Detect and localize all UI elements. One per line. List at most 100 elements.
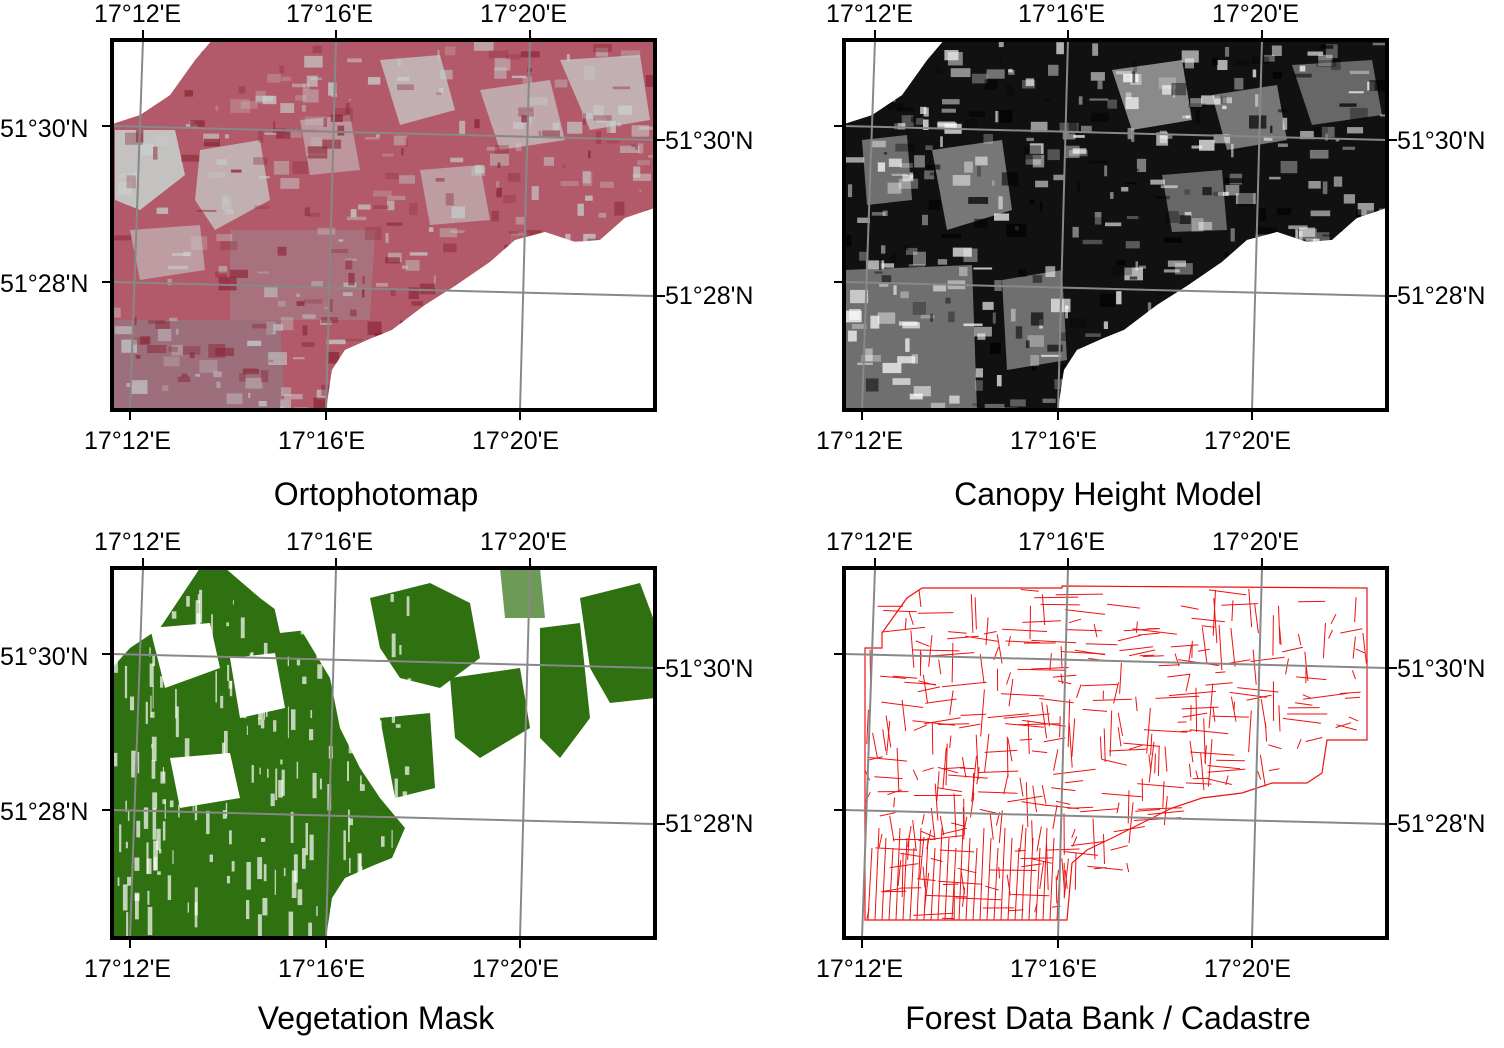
texture-speck bbox=[220, 696, 223, 708]
parcel-boundary bbox=[1221, 604, 1258, 606]
parcel-boundary bbox=[1080, 809, 1117, 812]
texture-speck bbox=[885, 51, 896, 59]
texture-speck bbox=[275, 769, 277, 801]
texture-speck bbox=[879, 258, 882, 270]
texture-speck bbox=[359, 855, 361, 874]
parcel-boundary bbox=[1183, 713, 1208, 717]
lon-label-top-2: 17°16'E bbox=[286, 0, 373, 28]
texture-speck bbox=[1184, 190, 1190, 195]
parcel-boundary bbox=[910, 848, 914, 920]
texture-speck bbox=[476, 317, 490, 323]
lon-label-bottom-1: 17°12'E bbox=[84, 955, 171, 983]
texture-speck bbox=[1224, 178, 1243, 183]
texture-speck bbox=[1377, 379, 1392, 383]
texture-speck bbox=[1332, 371, 1347, 373]
parcel-boundary bbox=[1303, 693, 1347, 699]
texture-speck bbox=[172, 253, 189, 256]
texture-speck bbox=[496, 395, 498, 408]
texture-speck bbox=[131, 616, 136, 634]
texture-speck bbox=[182, 374, 188, 377]
texture-speck bbox=[396, 724, 401, 728]
texture-speck bbox=[440, 228, 457, 237]
texture-speck bbox=[1054, 379, 1067, 389]
texture-speck bbox=[1212, 57, 1218, 65]
texture-speck bbox=[593, 324, 610, 334]
texture-speck bbox=[306, 823, 309, 855]
texture-speck bbox=[341, 682, 345, 708]
texture-speck bbox=[1314, 372, 1323, 382]
texture-speck bbox=[409, 203, 417, 215]
texture-speck bbox=[1367, 210, 1385, 223]
texture-speck bbox=[171, 52, 173, 54]
texture-speck bbox=[495, 145, 509, 154]
parcel-boundary bbox=[985, 886, 999, 890]
parcel-boundary bbox=[1298, 634, 1301, 645]
parcel-boundary bbox=[1072, 829, 1076, 838]
texture-speck bbox=[293, 161, 308, 174]
texture-speck bbox=[363, 276, 365, 284]
texture-speck bbox=[1187, 384, 1200, 393]
texture-speck bbox=[146, 702, 148, 724]
texture-speck bbox=[994, 214, 1009, 221]
texture-speck bbox=[474, 119, 479, 128]
texture-speck bbox=[297, 301, 305, 306]
parcel-boundary bbox=[1021, 590, 1039, 592]
texture-speck bbox=[255, 206, 270, 209]
parcel-boundary bbox=[902, 853, 903, 898]
texture-speck bbox=[583, 171, 591, 183]
texture-speck bbox=[1306, 239, 1317, 251]
texture-speck bbox=[130, 697, 134, 711]
parcel-boundary bbox=[1056, 876, 1057, 903]
parcel-boundary bbox=[1273, 615, 1274, 655]
texture-speck bbox=[940, 136, 943, 147]
texture-speck bbox=[467, 329, 476, 341]
texture-speck bbox=[1234, 78, 1243, 90]
texture-speck bbox=[284, 868, 286, 876]
texture-speck bbox=[147, 859, 152, 875]
parcel-boundary bbox=[1002, 629, 1047, 631]
texture-speck bbox=[998, 196, 1002, 209]
texture-speck bbox=[1148, 302, 1151, 314]
parcel-boundary bbox=[1001, 694, 1044, 696]
parcel-boundary bbox=[921, 831, 935, 837]
texture-speck bbox=[528, 332, 541, 342]
lon-label-top-2: 17°16'E bbox=[286, 528, 373, 556]
texture-speck bbox=[296, 294, 300, 297]
parcel-boundary bbox=[1065, 781, 1083, 783]
texture-speck bbox=[313, 46, 322, 54]
texture-speck bbox=[1281, 161, 1298, 173]
texture-speck bbox=[198, 594, 200, 603]
parcel-boundary bbox=[1249, 589, 1252, 627]
parcel-boundary bbox=[1042, 785, 1046, 804]
texture-speck bbox=[200, 360, 218, 373]
parcel-boundary bbox=[1286, 659, 1289, 675]
parcel-boundary bbox=[964, 817, 966, 830]
texture-speck bbox=[910, 173, 913, 180]
parcel-boundary bbox=[1136, 622, 1137, 633]
texture-speck bbox=[257, 857, 262, 879]
texture-speck bbox=[1033, 275, 1042, 283]
parcel-boundary bbox=[939, 660, 941, 675]
texture-speck bbox=[453, 330, 465, 332]
texture-speck bbox=[123, 884, 128, 910]
texture-speck bbox=[1104, 166, 1107, 177]
texture-speck bbox=[405, 766, 409, 775]
texture-speck bbox=[168, 266, 188, 270]
texture-speck bbox=[562, 165, 565, 169]
texture-speck bbox=[850, 78, 855, 91]
texture-speck bbox=[317, 228, 335, 235]
veg-mask-patch bbox=[450, 668, 530, 758]
parcel-boundary bbox=[942, 682, 987, 687]
texture-speck bbox=[1006, 224, 1026, 237]
texture-speck bbox=[1271, 363, 1275, 374]
texture-speck bbox=[154, 857, 157, 871]
lat-label-left-2: 51°28'N bbox=[0, 270, 88, 298]
texture-speck bbox=[973, 403, 978, 406]
parcel-boundary bbox=[1261, 699, 1266, 728]
texture-speck bbox=[330, 909, 333, 916]
texture-speck bbox=[1127, 216, 1139, 219]
texture-speck bbox=[349, 733, 353, 753]
parcel-boundary bbox=[1054, 749, 1058, 770]
texture-speck bbox=[969, 111, 985, 117]
texture-speck bbox=[436, 178, 445, 182]
